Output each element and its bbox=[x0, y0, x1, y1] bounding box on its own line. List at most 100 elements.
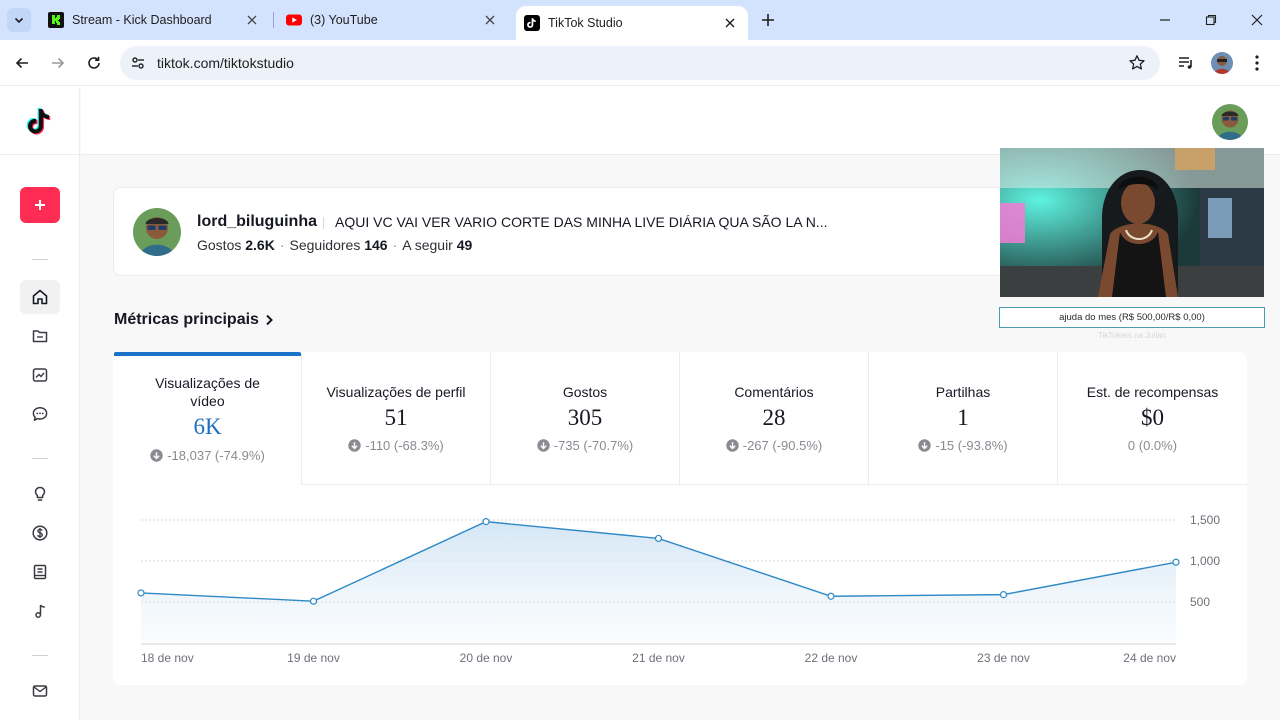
metric-change: -735 (-70.7%) bbox=[491, 438, 679, 453]
following-count: 49 bbox=[456, 237, 473, 253]
address-bar[interactable]: tiktok.com/tiktokstudio bbox=[120, 46, 1160, 80]
metric-change-text: -15 (-93.8%) bbox=[935, 438, 1008, 453]
sidebar-item-academy[interactable] bbox=[20, 555, 60, 589]
close-icon bbox=[485, 15, 495, 25]
media-controls-button[interactable] bbox=[1175, 52, 1197, 74]
close-tab-button[interactable] bbox=[482, 12, 498, 28]
chart-data-point bbox=[137, 589, 145, 597]
metric-shares[interactable]: Partilhas 1 -15 (-93.8%) bbox=[869, 352, 1058, 485]
tab-title: TikTok Studio bbox=[548, 16, 623, 30]
close-tab-button[interactable] bbox=[244, 12, 260, 28]
new-tab-button[interactable] bbox=[757, 9, 779, 31]
close-icon bbox=[247, 15, 257, 25]
metric-value: $0 bbox=[1141, 405, 1164, 430]
chart-data-point bbox=[827, 592, 835, 600]
profile-avatar[interactable] bbox=[133, 208, 181, 256]
sidebar-item-feedback[interactable] bbox=[20, 674, 60, 708]
stats-dot: · bbox=[392, 237, 398, 253]
chart-data-point bbox=[654, 534, 663, 543]
metric-label: Visualizações de perfil bbox=[326, 384, 466, 400]
sidebar-item-analytics[interactable] bbox=[20, 358, 60, 392]
comment-icon bbox=[32, 407, 48, 421]
restore-button[interactable] bbox=[1188, 0, 1234, 40]
forward-button[interactable] bbox=[46, 51, 70, 75]
metric-label: Est. de recompensas bbox=[1086, 384, 1219, 400]
sidebar-item-comments[interactable] bbox=[20, 397, 60, 431]
video-views-chart: 500 1,000 1,500 18 de nov 19 de nov 20 de nov… bbox=[137, 513, 1220, 665]
reload-button[interactable] bbox=[82, 51, 106, 75]
chart-y-tick-label: 1,500 bbox=[1190, 513, 1220, 527]
metric-profile-views[interactable]: Visualizações de perfil 51 -110 (-68.3%) bbox=[302, 352, 491, 485]
chart-y-tick-label: 1,000 bbox=[1190, 554, 1220, 568]
chart-data-point bbox=[999, 591, 1008, 599]
star-icon[interactable] bbox=[1128, 54, 1146, 72]
metric-comments[interactable]: Comentários 28 -267 (-90.5%) bbox=[680, 352, 869, 485]
close-tab-button[interactable] bbox=[722, 15, 738, 31]
chart-x-tick-label: 20 de nov bbox=[460, 651, 513, 665]
sidebar-item-monetization[interactable] bbox=[20, 516, 60, 550]
dollar-icon bbox=[32, 525, 48, 541]
tab-youtube[interactable]: (3) YouTube bbox=[278, 0, 508, 40]
playlist-icon bbox=[1179, 57, 1192, 69]
chart-x-tick-label: 18 de nov bbox=[141, 651, 194, 665]
tab-kick-dashboard[interactable]: Stream - Kick Dashboard bbox=[40, 0, 270, 40]
upload-button[interactable] bbox=[20, 187, 60, 223]
sidebar-item-home[interactable] bbox=[20, 280, 60, 314]
back-button[interactable] bbox=[10, 51, 34, 75]
browser-menu-button[interactable] bbox=[1246, 52, 1268, 74]
folder-icon bbox=[32, 330, 48, 343]
sidebar-separator bbox=[32, 259, 48, 260]
metric-likes[interactable]: Gostos 305 -735 (-70.7%) bbox=[491, 352, 680, 485]
site-info-button[interactable] bbox=[128, 53, 148, 73]
minimize-icon bbox=[1160, 19, 1170, 21]
tiktok-studio-page: lord_biluguinha AQUI VC VAI VER VARIO CO… bbox=[0, 87, 1280, 720]
sidebar-divider bbox=[0, 154, 80, 155]
lightbulb-icon bbox=[34, 486, 46, 501]
chart-x-tick-label: 21 de nov bbox=[632, 651, 685, 665]
chart-x-tick-label: 23 de nov bbox=[977, 651, 1030, 665]
profile-avatar-button[interactable] bbox=[1211, 52, 1233, 74]
avatar-icon bbox=[133, 208, 181, 256]
browser-toolbar: tiktok.com/tiktokstudio bbox=[0, 40, 1280, 86]
sidebar-item-posts[interactable] bbox=[20, 319, 60, 353]
url-text[interactable]: tiktok.com/tiktokstudio bbox=[157, 55, 294, 71]
sidebar-item-inspiration[interactable] bbox=[20, 477, 60, 511]
metric-value: 28 bbox=[762, 405, 786, 430]
metric-change-text: -267 (-90.5%) bbox=[742, 438, 823, 453]
metric-change: 0 (0.0%) bbox=[1058, 438, 1247, 453]
mail-icon bbox=[32, 685, 48, 697]
metric-rewards[interactable]: Est. de recompensas $0 0 (0.0%) bbox=[1058, 352, 1247, 485]
metric-label: Visualizações de vídeo bbox=[155, 375, 260, 409]
arrow-down-circle-icon bbox=[918, 439, 932, 452]
page-header bbox=[81, 87, 1280, 155]
tiktok-logo-icon[interactable] bbox=[27, 107, 53, 135]
plus-icon bbox=[35, 200, 45, 210]
metric-video-views[interactable]: Visualizações de vídeo 6K -18,037 (-74.9… bbox=[114, 352, 302, 485]
minimize-button[interactable] bbox=[1142, 0, 1188, 40]
tab-separator bbox=[273, 12, 274, 28]
account-avatar[interactable] bbox=[1212, 104, 1248, 140]
tab-tiktok-studio[interactable]: TikTok Studio bbox=[516, 6, 748, 40]
chart-data-point bbox=[482, 518, 490, 526]
sidebar-item-sounds[interactable] bbox=[20, 594, 60, 628]
metric-value: 6K bbox=[193, 414, 222, 439]
metric-change: -15 (-93.8%) bbox=[869, 438, 1057, 453]
close-icon bbox=[1251, 14, 1263, 26]
chevron-right-icon bbox=[266, 314, 273, 326]
chart-data-point bbox=[309, 597, 318, 605]
sidebar bbox=[0, 87, 80, 720]
kick-icon bbox=[48, 12, 64, 28]
arrow-left-icon bbox=[15, 57, 28, 69]
metric-change-text: -735 (-70.7%) bbox=[553, 438, 634, 453]
tab-title: (3) YouTube bbox=[310, 13, 378, 27]
tab-title: Stream - Kick Dashboard bbox=[72, 13, 212, 27]
analytics-icon bbox=[32, 368, 48, 382]
profile-stats: Gostos 2.6K · Seguidores 146 · A seguir 49 bbox=[197, 237, 472, 253]
home-icon bbox=[32, 289, 48, 305]
key-metrics-link[interactable]: Métricas principais bbox=[114, 311, 273, 329]
tab-search-button[interactable] bbox=[7, 8, 31, 32]
metric-value: 1 bbox=[957, 405, 969, 430]
metric-change-text: 0 (0.0%) bbox=[1127, 438, 1178, 453]
chart-data-point bbox=[1172, 558, 1180, 566]
close-window-button[interactable] bbox=[1234, 0, 1280, 40]
